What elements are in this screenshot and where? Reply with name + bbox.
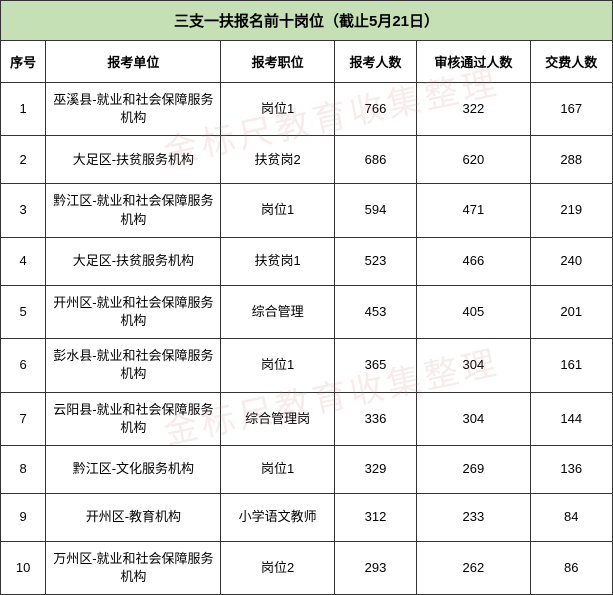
cell-unit: 大足区-扶贫服务机构	[46, 237, 221, 285]
cell-paid: 167	[530, 83, 612, 136]
cell-passed: 322	[417, 83, 530, 136]
cell-paid: 219	[530, 184, 612, 237]
cell-passed: 304	[417, 339, 530, 392]
cell-seq: 1	[1, 83, 46, 136]
cell-position: 岗位1	[221, 339, 334, 392]
cell-seq: 7	[1, 392, 46, 445]
table-container: 三支一扶报名前十岗位（截止5月21日） 序号 报考单位 报考职位 报考人数 审核…	[0, 0, 613, 595]
cell-paid: 201	[530, 285, 612, 338]
table-row: 6彭水县-就业和社会保障服务机构岗位1365304161	[1, 339, 613, 392]
cell-unit: 开州区-就业和社会保障服务机构	[46, 285, 221, 338]
cell-passed: 471	[417, 184, 530, 237]
cell-passed: 269	[417, 445, 530, 493]
cell-applicants: 453	[334, 285, 416, 338]
cell-unit: 云阳县-就业和社会保障服务机构	[46, 392, 221, 445]
cell-position: 综合管理岗	[221, 392, 334, 445]
table-row: 4大足区-扶贫服务机构扶贫岗1523466240	[1, 237, 613, 285]
cell-paid: 136	[530, 445, 612, 493]
cell-position: 岗位1	[221, 83, 334, 136]
table-row: 2大足区-扶贫服务机构扶贫岗2686620288	[1, 136, 613, 184]
cell-passed: 466	[417, 237, 530, 285]
cell-passed: 233	[417, 493, 530, 541]
table-header-row: 序号 报考单位 报考职位 报考人数 审核通过人数 交费人数	[1, 41, 613, 83]
col-header-unit: 报考单位	[46, 41, 221, 83]
cell-applicants: 686	[334, 136, 416, 184]
table-row: 3黔江区-就业和社会保障服务机构岗位1594471219	[1, 184, 613, 237]
table-title: 三支一扶报名前十岗位（截止5月21日）	[1, 1, 613, 41]
cell-seq: 9	[1, 493, 46, 541]
cell-position: 岗位2	[221, 541, 334, 594]
cell-paid: 240	[530, 237, 612, 285]
cell-seq: 5	[1, 285, 46, 338]
cell-paid: 144	[530, 392, 612, 445]
cell-unit: 大足区-扶贫服务机构	[46, 136, 221, 184]
cell-seq: 2	[1, 136, 46, 184]
col-header-position: 报考职位	[221, 41, 334, 83]
cell-applicants: 523	[334, 237, 416, 285]
cell-unit: 万州区-就业和社会保障服务机构	[46, 541, 221, 594]
cell-seq: 8	[1, 445, 46, 493]
cell-seq: 4	[1, 237, 46, 285]
cell-position: 综合管理	[221, 285, 334, 338]
table-title-row: 三支一扶报名前十岗位（截止5月21日）	[1, 1, 613, 41]
cell-applicants: 336	[334, 392, 416, 445]
cell-position: 小学语文教师	[221, 493, 334, 541]
cell-position: 扶贫岗1	[221, 237, 334, 285]
cell-applicants: 329	[334, 445, 416, 493]
col-header-applicants: 报考人数	[334, 41, 416, 83]
cell-paid: 86	[530, 541, 612, 594]
table-row: 5开州区-就业和社会保障服务机构综合管理453405201	[1, 285, 613, 338]
cell-unit: 开州区-教育机构	[46, 493, 221, 541]
cell-position: 岗位1	[221, 184, 334, 237]
table-row: 8黔江区-文化服务机构岗位1329269136	[1, 445, 613, 493]
cell-seq: 10	[1, 541, 46, 594]
cell-paid: 84	[530, 493, 612, 541]
cell-unit: 黔江区-就业和社会保障服务机构	[46, 184, 221, 237]
cell-passed: 405	[417, 285, 530, 338]
col-header-passed: 审核通过人数	[417, 41, 530, 83]
table-row: 9开州区-教育机构小学语文教师31223384	[1, 493, 613, 541]
table-row: 7云阳县-就业和社会保障服务机构综合管理岗336304144	[1, 392, 613, 445]
cell-unit: 巫溪县-就业和社会保障服务机构	[46, 83, 221, 136]
cell-applicants: 766	[334, 83, 416, 136]
table-row: 10万州区-就业和社会保障服务机构岗位229326286	[1, 541, 613, 594]
cell-applicants: 293	[334, 541, 416, 594]
cell-applicants: 312	[334, 493, 416, 541]
table-row: 1巫溪县-就业和社会保障服务机构岗位1766322167	[1, 83, 613, 136]
registration-table: 三支一扶报名前十岗位（截止5月21日） 序号 报考单位 报考职位 报考人数 审核…	[0, 0, 613, 595]
cell-applicants: 594	[334, 184, 416, 237]
col-header-seq: 序号	[1, 41, 46, 83]
cell-paid: 288	[530, 136, 612, 184]
cell-unit: 彭水县-就业和社会保障服务机构	[46, 339, 221, 392]
cell-passed: 304	[417, 392, 530, 445]
cell-paid: 161	[530, 339, 612, 392]
cell-applicants: 365	[334, 339, 416, 392]
cell-unit: 黔江区-文化服务机构	[46, 445, 221, 493]
cell-seq: 3	[1, 184, 46, 237]
cell-passed: 262	[417, 541, 530, 594]
cell-position: 岗位1	[221, 445, 334, 493]
cell-position: 扶贫岗2	[221, 136, 334, 184]
cell-passed: 620	[417, 136, 530, 184]
table-body: 1巫溪县-就业和社会保障服务机构岗位17663221672大足区-扶贫服务机构扶…	[1, 83, 613, 595]
col-header-paid: 交费人数	[530, 41, 612, 83]
cell-seq: 6	[1, 339, 46, 392]
